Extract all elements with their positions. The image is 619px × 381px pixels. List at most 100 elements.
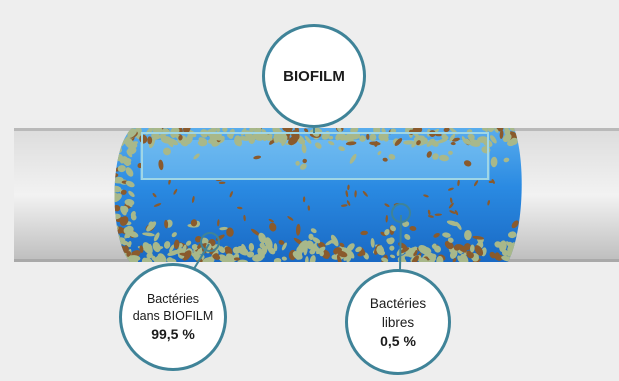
biofilm-clump	[295, 160, 300, 166]
biofilm-clump	[464, 229, 472, 241]
biofilm-clump	[226, 253, 235, 261]
biofilm-clump	[474, 245, 484, 256]
free-bacterium	[454, 210, 459, 216]
biofilm-clump	[452, 258, 457, 262]
biofilm-clump	[502, 133, 512, 143]
biofilm-clump	[124, 245, 129, 253]
biofilm-clump	[153, 232, 160, 242]
biofilm-clump	[125, 180, 135, 188]
biofilm-clump	[180, 141, 188, 147]
biofilm-clump	[166, 138, 174, 148]
biofilm-clump	[304, 128, 309, 133]
biofilm-clump	[359, 135, 366, 142]
biofilm-clump	[374, 140, 378, 147]
biofilm-clump	[451, 137, 460, 142]
biofilm-clump	[429, 138, 437, 146]
biofilm-clump	[355, 246, 362, 253]
free-bacterium	[340, 204, 348, 207]
biofilm-clump	[466, 250, 474, 259]
biofilm-clump	[179, 252, 191, 257]
free-bacterium	[384, 203, 390, 207]
free-bacterium	[354, 190, 357, 198]
free-bacterium	[287, 216, 294, 221]
biofilm-clump	[125, 167, 134, 177]
biofilm-clump	[259, 242, 265, 249]
biofilm-clump	[191, 244, 198, 251]
biofilm-clump	[339, 242, 345, 248]
biofilm-clump	[119, 216, 129, 226]
biofilm-clump	[281, 135, 288, 146]
biofilm-clump	[447, 237, 454, 243]
biofilm-clump	[472, 235, 484, 240]
biofilm-clump	[200, 237, 209, 245]
biofilm-clump	[347, 133, 358, 140]
free-bacterium	[307, 205, 311, 211]
biofilm-clump	[439, 154, 449, 162]
biofilm-clump	[436, 138, 448, 144]
biofilm-clump	[246, 251, 255, 258]
free-bacteria	[152, 178, 495, 227]
biofilm-clump	[147, 245, 153, 250]
biofilm-clump	[416, 140, 421, 146]
biofilm-clump	[226, 227, 234, 237]
biofilm-clump	[379, 250, 386, 256]
biofilm-clump	[330, 234, 339, 247]
biofilm-clump	[411, 255, 419, 262]
biofilm-clump	[328, 140, 335, 146]
biofilm-clump	[114, 185, 122, 193]
biofilm-clump	[258, 232, 267, 244]
biofilm-clump	[490, 156, 498, 168]
biofilm-clump	[169, 244, 175, 253]
biofilm-clump	[181, 244, 187, 256]
biofilm-clump	[336, 128, 342, 133]
biofilm-clump	[281, 242, 287, 251]
biofilm-clump	[357, 253, 363, 257]
biofilm-clump	[158, 159, 164, 171]
biofilm-clump	[121, 205, 129, 214]
biofilm-clump	[336, 254, 342, 262]
biofilm-clump	[142, 232, 155, 237]
biofilm-clump	[443, 128, 450, 133]
free-bacterium	[487, 200, 490, 206]
biofilm-clump	[377, 150, 382, 156]
biofilm-clump	[142, 242, 153, 254]
biofilm-clump	[455, 221, 462, 230]
biofilm-clump	[499, 129, 504, 139]
biofilm-clump	[234, 135, 242, 146]
biofilm-clump	[315, 142, 322, 149]
biofilm-clump	[253, 155, 262, 160]
biofilm-clump	[141, 257, 148, 262]
biofilm-title: BIOFILM	[283, 67, 345, 85]
free-bacterium	[449, 210, 456, 214]
biofilm-clump	[381, 132, 389, 140]
free-bacterium	[218, 181, 226, 185]
biofilm-clump	[157, 253, 167, 262]
free-bacterium	[191, 195, 195, 203]
biofilm-clump	[328, 135, 334, 140]
biofilm-clump	[166, 257, 174, 262]
biofilm-clump	[281, 256, 287, 261]
free-bacterium	[385, 214, 388, 223]
biofilm-clump	[124, 240, 131, 248]
biofilm-clump	[366, 133, 370, 140]
biofilm-clump	[273, 243, 278, 252]
biofilm-clump	[381, 257, 389, 262]
biofilm-clump	[309, 255, 316, 262]
free-bacterium	[237, 206, 243, 210]
biofilm-clump	[167, 249, 180, 256]
free-bacterium	[268, 218, 274, 223]
biofilm-bacteria-label-1: Bactéries	[146, 291, 200, 306]
biofilm-clump	[190, 219, 198, 227]
biofilm-clump	[282, 128, 293, 133]
biofilm-clump	[343, 251, 353, 261]
biofilm-clump	[489, 251, 496, 259]
biofilm-clump	[193, 251, 201, 261]
biofilm-clump	[463, 160, 472, 167]
biofilm-clump	[370, 238, 375, 248]
biofilm-clump	[384, 229, 390, 236]
free-bacteria-label-1: Bactéries	[369, 295, 427, 311]
biofilm-clump	[126, 251, 132, 257]
biofilm-clump	[450, 142, 456, 146]
biofilm-clump	[152, 128, 163, 134]
biofilm-clump	[273, 258, 282, 262]
